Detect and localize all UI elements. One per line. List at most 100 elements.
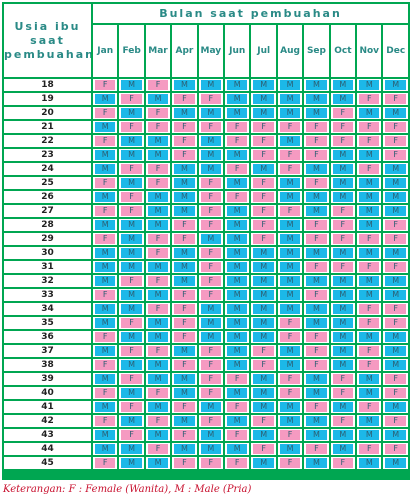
female-badge: F — [200, 290, 222, 300]
male-badge: M — [200, 150, 222, 160]
gender-cell: F — [93, 289, 118, 301]
gender-cell: F — [330, 219, 356, 231]
male-badge: M — [200, 402, 222, 412]
male-badge: M — [227, 108, 248, 118]
male-badge: M — [332, 290, 354, 300]
gender-cell: M — [277, 93, 303, 105]
male-badge: M — [174, 192, 195, 202]
male-badge: M — [306, 388, 327, 398]
gender-cell: M — [225, 303, 250, 315]
gender-cell: M — [145, 205, 171, 217]
gender-cell: M — [251, 373, 276, 385]
female-badge: F — [359, 304, 380, 314]
gender-cell: F — [251, 121, 276, 133]
gender-cell: F — [225, 373, 250, 385]
male-badge: M — [95, 318, 116, 328]
female-badge: F — [279, 458, 301, 468]
male-badge: M — [147, 192, 169, 202]
female-badge: F — [174, 122, 195, 132]
gender-cell: M — [172, 387, 197, 399]
female-badge: F — [174, 220, 195, 230]
female-badge: F — [95, 332, 116, 342]
gender-cell: M — [277, 303, 303, 315]
gender-cell: M — [225, 233, 250, 245]
female-badge: F — [227, 458, 248, 468]
gender-cell: M — [225, 387, 250, 399]
gender-cell: F — [172, 289, 197, 301]
gender-cell: F — [304, 149, 329, 161]
month-header-sep: Sep — [304, 25, 329, 77]
male-badge: M — [174, 80, 195, 90]
male-badge: M — [174, 346, 195, 356]
gender-cell: M — [172, 191, 197, 203]
gender-cell: M — [225, 93, 250, 105]
male-badge: M — [359, 290, 380, 300]
gender-cell: M — [251, 79, 276, 91]
gender-cell: M — [225, 275, 250, 287]
gender-cell: M — [119, 387, 144, 399]
gender-cell: M — [251, 289, 276, 301]
female-badge: F — [200, 178, 222, 188]
gender-cell: M — [383, 401, 408, 413]
male-badge: M — [121, 360, 142, 370]
gender-cell: F — [383, 415, 408, 427]
gender-cell: M — [93, 303, 118, 315]
gender-cell: M — [383, 247, 408, 259]
gender-cell: M — [357, 457, 382, 469]
female-badge: F — [306, 178, 327, 188]
gender-cell: M — [225, 415, 250, 427]
male-badge: M — [121, 290, 142, 300]
age-cell: 38 — [4, 359, 91, 371]
female-badge: F — [385, 150, 406, 160]
gender-cell: M — [172, 443, 197, 455]
gender-cell: F — [383, 373, 408, 385]
female-badge: F — [253, 416, 274, 426]
gender-cell: M — [119, 415, 144, 427]
age-cell: 42 — [4, 415, 91, 427]
male-badge: M — [227, 290, 248, 300]
gender-cell: F — [198, 93, 224, 105]
female-badge: F — [174, 360, 195, 370]
gender-cell: F — [251, 233, 276, 245]
male-badge: M — [227, 346, 248, 356]
gender-cell: M — [172, 373, 197, 385]
female-badge: F — [147, 276, 169, 286]
female-badge: F — [174, 332, 195, 342]
female-badge: F — [332, 374, 354, 384]
male-badge: M — [95, 220, 116, 230]
gender-cell: M — [251, 317, 276, 329]
female-badge: F — [385, 122, 406, 132]
male-badge: M — [95, 430, 116, 440]
gender-cell: M — [198, 107, 224, 119]
gender-cell: F — [145, 107, 171, 119]
female-badge: F — [306, 262, 327, 272]
table-row: 41 M F M F M F M M F M F M — [4, 401, 408, 413]
female-badge: F — [253, 136, 274, 146]
male-badge: M — [279, 262, 301, 272]
male-badge: M — [385, 332, 406, 342]
female-badge: F — [359, 164, 380, 174]
gender-cell: M — [357, 107, 382, 119]
male-badge: M — [121, 304, 142, 314]
female-badge: F — [95, 388, 116, 398]
male-badge: M — [359, 150, 380, 160]
gender-cell: F — [357, 93, 382, 105]
male-badge: M — [253, 388, 274, 398]
male-badge: M — [332, 150, 354, 160]
gender-cell: F — [145, 275, 171, 287]
gender-cell: M — [251, 93, 276, 105]
gender-cell: F — [383, 219, 408, 231]
table-row: 28 M M M F F M F M F F M F — [4, 219, 408, 231]
gender-cell: M — [119, 177, 144, 189]
gender-cell: M — [277, 247, 303, 259]
male-badge: M — [147, 206, 169, 216]
female-badge: F — [279, 332, 301, 342]
gender-cell: F — [172, 219, 197, 231]
male-badge: M — [332, 164, 354, 174]
gender-cell: F — [383, 303, 408, 315]
gender-cell: M — [119, 261, 144, 273]
table-row: 26 M F M M F F F M M M M M — [4, 191, 408, 203]
table-row: 31 M M M M F M M M F F F F — [4, 261, 408, 273]
male-badge: M — [385, 80, 406, 90]
gender-cell: F — [93, 177, 118, 189]
